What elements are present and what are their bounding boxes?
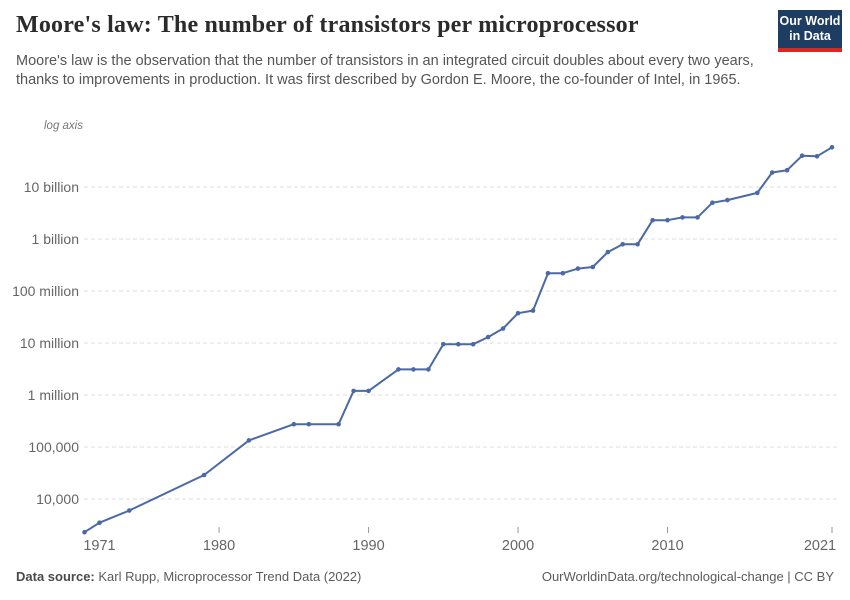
data-point[interactable] xyxy=(829,145,835,150)
owid-logo-line2: in Data xyxy=(789,29,831,43)
data-point[interactable] xyxy=(456,341,461,347)
data-point[interactable] xyxy=(710,200,715,205)
data-point[interactable] xyxy=(500,326,506,331)
log-axis-note: log axis xyxy=(44,120,83,132)
owid-logo-line1: Our World xyxy=(779,14,841,28)
data-point[interactable] xyxy=(545,270,551,276)
series-line xyxy=(83,146,833,534)
data-point[interactable] xyxy=(351,388,356,394)
y-axis-label: 10 million xyxy=(19,335,79,351)
x-axis-label: 2010 xyxy=(651,538,684,554)
data-point[interactable] xyxy=(127,508,132,513)
data-point[interactable] xyxy=(530,308,536,313)
data-point[interactable] xyxy=(82,529,87,535)
data-point[interactable] xyxy=(201,472,207,478)
y-axis-label: 1 billion xyxy=(31,231,79,247)
data-point[interactable] xyxy=(575,266,581,271)
data-point[interactable] xyxy=(799,153,805,158)
data-source-text: Karl Rupp, Microprocessor Trend Data (20… xyxy=(94,569,362,584)
y-axis-label: 100,000 xyxy=(28,439,79,455)
page-title: Moore's law: The number of transistors p… xyxy=(16,12,639,38)
data-point[interactable] xyxy=(695,215,700,220)
data-point[interactable] xyxy=(755,190,760,196)
data-point[interactable] xyxy=(680,215,685,220)
data-point[interactable] xyxy=(635,242,640,247)
credit-link[interactable]: OurWorldinData.org/technological-change … xyxy=(541,569,834,584)
data-point[interactable] xyxy=(590,264,596,270)
data-source-label: Data source: xyxy=(16,569,95,584)
y-axis-label: 10 billion xyxy=(23,179,79,195)
data-point[interactable] xyxy=(784,167,790,173)
owid-logo[interactable]: Our World in Data xyxy=(778,10,842,52)
data-point[interactable] xyxy=(336,421,341,427)
data-point[interactable] xyxy=(814,154,820,159)
x-axis-label: 2000 xyxy=(501,538,535,554)
data-point[interactable] xyxy=(411,367,416,372)
data-point[interactable] xyxy=(470,341,476,347)
data-point[interactable] xyxy=(366,388,371,394)
x-axis-label: 1980 xyxy=(202,538,236,554)
x-axis-label: 1990 xyxy=(352,538,385,554)
data-point[interactable] xyxy=(560,270,566,276)
data-point[interactable] xyxy=(769,170,775,175)
data-point[interactable] xyxy=(306,421,312,427)
data-point[interactable] xyxy=(426,367,431,372)
data-point[interactable] xyxy=(291,421,297,427)
y-axis-label: 10,000 xyxy=(36,491,79,507)
data-point[interactable] xyxy=(665,217,670,223)
data-point[interactable] xyxy=(515,310,521,316)
x-axis-label: 1971 xyxy=(83,538,116,554)
data-point[interactable] xyxy=(725,197,730,203)
data-point[interactable] xyxy=(246,438,252,443)
data-point[interactable] xyxy=(441,341,446,347)
y-axis-label: 100 million xyxy=(12,283,79,299)
data-point[interactable] xyxy=(605,249,611,255)
data-point[interactable] xyxy=(485,334,491,340)
data-point[interactable] xyxy=(650,217,655,223)
data-point[interactable] xyxy=(97,520,102,525)
x-axis-label: 2021 xyxy=(803,538,837,554)
data-point[interactable] xyxy=(620,242,625,247)
chart-subtitle: Moore's law is the observation that the … xyxy=(16,53,754,88)
y-axis-label: 1 million xyxy=(27,387,79,403)
data-source: Data source: Karl Rupp, Microprocessor T… xyxy=(16,569,361,584)
data-point[interactable] xyxy=(396,367,401,372)
